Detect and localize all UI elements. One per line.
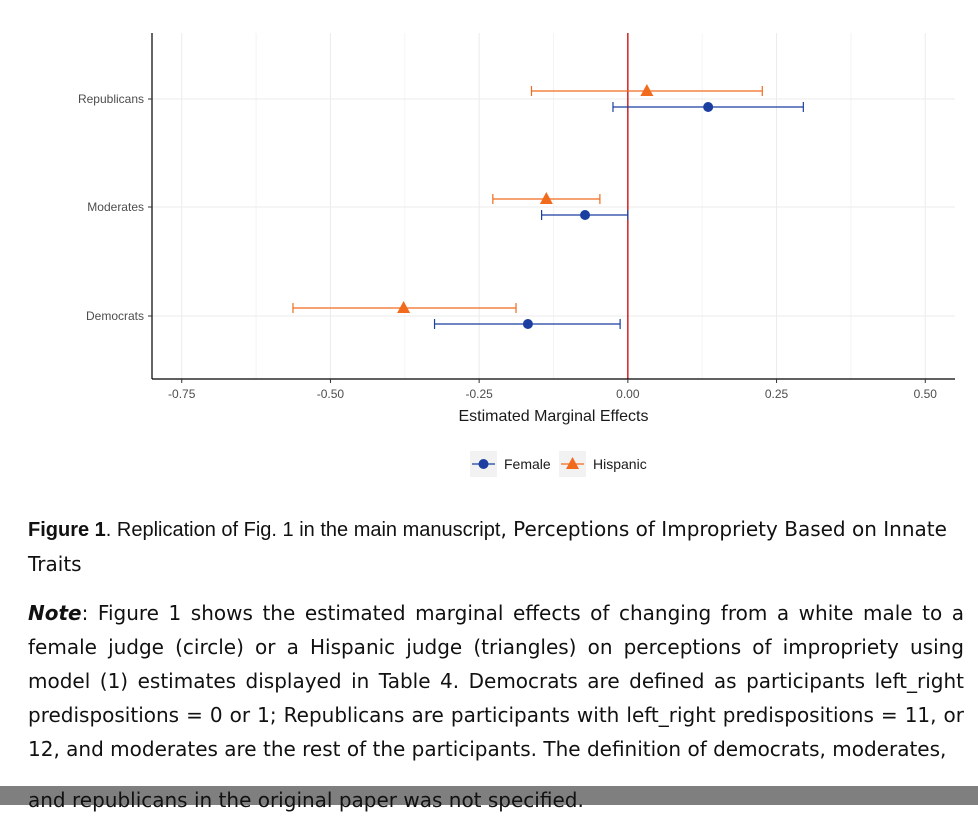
triangle-marker	[640, 84, 654, 96]
female-point-moderates	[541, 210, 629, 220]
y-tick-labels: Republicans Moderates Democrats	[78, 92, 144, 323]
y-tick-label: Democrats	[86, 309, 144, 323]
data-marks	[292, 84, 804, 329]
legend-triangle-marker	[566, 457, 579, 469]
triangle-marker	[539, 192, 553, 204]
note-text: : Figure 1 shows the estimated marginal …	[28, 601, 964, 761]
figure-title-part2: , Perceptions of Impropriety Based on In…	[28, 517, 947, 576]
x-tick-label: 0.25	[765, 387, 789, 401]
x-tick-label: -0.50	[317, 387, 345, 401]
hispanic-point-moderates	[492, 192, 601, 204]
circle-marker	[580, 210, 591, 220]
x-tick-labels: -0.75 -0.50 -0.25 0.00 0.25 0.50	[168, 387, 937, 401]
horizontal-divider-bar	[0, 786, 978, 805]
hispanic-point-democrats	[292, 301, 517, 313]
grid-lines	[152, 33, 955, 379]
female-point-democrats	[433, 319, 621, 329]
circle-marker	[703, 102, 714, 112]
female-point-republicans	[612, 102, 804, 112]
legend-circle-marker	[478, 459, 489, 469]
x-tick-label: -0.75	[168, 387, 196, 401]
y-tick-label: Moderates	[87, 200, 144, 214]
figure-label: Figure 1	[28, 519, 106, 541]
circle-marker	[522, 319, 533, 329]
legend-label: Hispanic	[593, 456, 647, 472]
legend-label: Female	[504, 456, 551, 472]
x-axis-title: Estimated Marginal Effects	[458, 408, 648, 425]
marginal-effects-chart: Republicans Moderates Democrats -0.75 -0.50…	[78, 33, 955, 477]
x-tick-label: -0.25	[465, 387, 493, 401]
note-last-line: and republicans in the original paper wa…	[28, 788, 584, 812]
axes	[148, 33, 955, 383]
figure-caption: Figure 1. Replication of Fig. 1 in the m…	[28, 512, 964, 581]
legend: Female Hispanic	[470, 451, 647, 477]
figure-note: Note: Figure 1 shows the estimated margi…	[28, 596, 964, 766]
triangle-marker	[397, 301, 411, 313]
note-label: Note	[28, 601, 82, 625]
y-tick-label: Republicans	[78, 92, 144, 106]
legend-item-female: Female	[470, 451, 551, 477]
hispanic-point-republicans	[530, 84, 763, 96]
x-tick-label: 0.00	[616, 387, 640, 401]
figure-title-part1: . Replication of Fig. 1 in the main manu…	[105, 519, 501, 541]
legend-item-hispanic: Hispanic	[559, 451, 647, 477]
x-tick-label: 0.50	[914, 387, 938, 401]
